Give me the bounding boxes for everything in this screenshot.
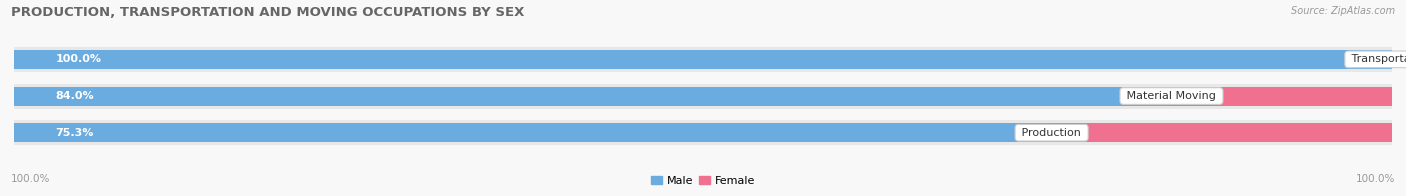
Bar [14,50,1392,69]
Bar [14,47,1392,72]
Text: 75.3%: 75.3% [55,128,94,138]
Text: Transportation: Transportation [1348,54,1406,64]
Text: 84.0%: 84.0% [55,91,94,101]
Bar [14,83,1392,109]
Text: 100.0%: 100.0% [11,174,51,184]
Text: Production: Production [1018,128,1085,138]
Text: Material Moving: Material Moving [1123,91,1219,101]
Bar [14,123,1052,142]
Text: Source: ZipAtlas.com: Source: ZipAtlas.com [1291,6,1395,16]
Text: PRODUCTION, TRANSPORTATION AND MOVING OCCUPATIONS BY SEX: PRODUCTION, TRANSPORTATION AND MOVING OC… [11,6,524,19]
Bar [1052,123,1392,142]
Bar [14,86,1171,106]
Bar [14,120,1392,145]
Text: 100.0%: 100.0% [55,54,101,64]
Bar [1171,86,1392,106]
Legend: Male, Female: Male, Female [647,172,759,191]
Text: 100.0%: 100.0% [1355,174,1395,184]
